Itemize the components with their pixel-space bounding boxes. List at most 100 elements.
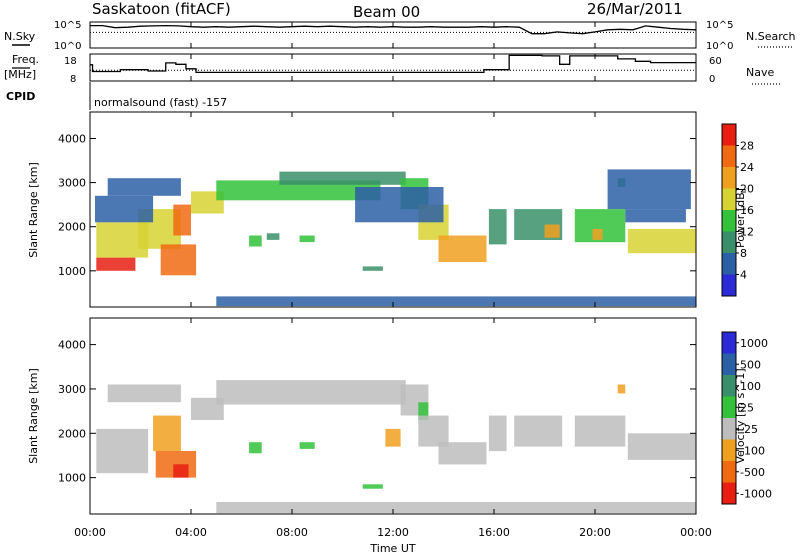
- velocity-echo-13: [299, 442, 315, 449]
- xtick-label-3: 12:00: [377, 526, 409, 539]
- colorbar-swatch-2: [722, 231, 736, 253]
- colorbar-label-4: -25: [740, 423, 758, 436]
- velocity-echo-10: [438, 442, 487, 465]
- colorbar-swatch-3: [722, 418, 736, 440]
- colorbar-label-1: 500: [740, 358, 761, 371]
- station-title: Saskatoon (fitACF): [92, 0, 231, 18]
- velocity-echo-0: [96, 428, 149, 474]
- power-echo-0: [96, 257, 136, 271]
- cpid-value: normalsound (fast) -157: [94, 96, 227, 109]
- colorbar-label-2: 12: [740, 226, 754, 239]
- cpid-label: CPID: [6, 90, 35, 103]
- colorbar-swatch-0: [722, 274, 736, 296]
- power-heatmap: [95, 169, 697, 307]
- velocity-echo-17: [574, 415, 626, 447]
- power-colorbar-label: Power [dB]: [734, 188, 747, 248]
- velocity-echo-18: [627, 433, 696, 460]
- colorbar-label-3: 16: [740, 204, 754, 217]
- colorbar-swatch-4: [722, 396, 736, 418]
- colorbar-label-2: 100: [740, 380, 761, 393]
- colorbar-label-6: -500: [740, 466, 765, 479]
- colorbar-swatch-7: [722, 332, 736, 354]
- colorbar-swatch-5: [722, 375, 736, 397]
- power-echo-14: [299, 235, 315, 243]
- power-echo-21: [627, 228, 696, 254]
- xtick-label-1: 04:00: [175, 526, 207, 539]
- colorbar-label-3: 25: [740, 401, 754, 414]
- xtick-label-6: 00:00: [680, 526, 712, 539]
- freq-unit-label: [MHz]: [4, 68, 36, 81]
- colorbar-swatch-6: [722, 353, 736, 375]
- velocity-echo-15: [488, 415, 507, 452]
- colorbar-swatch-4: [722, 188, 736, 210]
- ytick-label-1: 2000: [58, 221, 86, 234]
- power-colorbar: 4 8 12 16 20 24 28: [721, 123, 754, 297]
- colorbar-swatch-3: [722, 210, 736, 232]
- power-echo-13: [266, 233, 280, 240]
- ytick-label-3: 4000: [58, 132, 86, 145]
- xtick-label-0: 00:00: [74, 526, 106, 539]
- nsearch-top-tick: 10^5: [706, 20, 733, 31]
- colorbar-swatch-6: [722, 145, 736, 167]
- colorbar-label-0: 1000: [740, 337, 768, 350]
- power-echo-7: [216, 180, 381, 201]
- colorbar-swatch-7: [722, 124, 736, 146]
- velocity-echo-1: [107, 384, 181, 403]
- power-echo-20: [592, 228, 603, 240]
- nsky-label: N.Sky: [4, 30, 36, 43]
- colorbar-label-4: 20: [740, 183, 754, 196]
- power-echo-5: [107, 178, 181, 196]
- velocity-echo-14: [362, 484, 383, 489]
- velocity-colorbar: 1000 500 100 25 -25 -100 -500 -1000: [721, 331, 772, 505]
- ytick-label-1: 2000: [58, 427, 86, 440]
- colorbar-swatch-5: [722, 167, 736, 189]
- power-echo-25: [607, 169, 691, 210]
- velocity-yticks: 1000 2000 3000 4000: [58, 339, 696, 485]
- nsky-top-tick: 10^5: [54, 20, 81, 31]
- power-echo-24: [216, 296, 697, 307]
- power-echo-8: [279, 171, 406, 185]
- colorbar-label-5: -100: [740, 444, 765, 457]
- colorbar-label-5: 24: [740, 161, 754, 174]
- xtick-label-5: 20:00: [579, 526, 611, 539]
- power-echo-16: [488, 209, 507, 245]
- xtick-label-4: 16:00: [478, 526, 510, 539]
- ytick-label-2: 3000: [58, 177, 86, 190]
- beam-title: Beam 00: [353, 3, 420, 21]
- freq-line-0: [90, 54, 696, 74]
- nsearch-bottom-tick: 10^0: [706, 41, 733, 52]
- velocity-echo-11: [385, 428, 401, 447]
- velocity-echo-5: [191, 397, 224, 420]
- ytick-label-2: 3000: [58, 383, 86, 396]
- freq-label: Freq.: [12, 53, 39, 66]
- velocity-echo-12: [249, 442, 262, 454]
- colorbar-swatch-1: [722, 253, 736, 275]
- power-echo-3: [160, 244, 197, 276]
- power-echo-11: [438, 235, 487, 262]
- velocity-echo-3: [153, 415, 181, 452]
- power-echo-27: [95, 195, 154, 223]
- colorbar-label-6: 28: [740, 140, 754, 153]
- velocity-echo-16: [514, 415, 563, 447]
- xtick-label-2: 08:00: [276, 526, 308, 539]
- ytick-label-3: 4000: [58, 339, 86, 352]
- velocity-echo-19: [216, 502, 697, 514]
- velocity-echo-9: [418, 415, 449, 447]
- velocity-colorbar-label: Velocity [m s^-1]: [734, 368, 747, 463]
- velocity-echo-8: [418, 402, 429, 420]
- power-yticks: 1000 2000 3000 4000: [58, 132, 696, 278]
- nsearch-label: N.Search: [746, 30, 796, 43]
- date-title: 26/Mar/2011: [587, 0, 683, 18]
- colorbar-frame: [721, 331, 737, 505]
- power-ylabel: Slant Range [km]: [27, 162, 40, 258]
- freq-series: [90, 54, 696, 74]
- colorbar-label-0: 4: [740, 269, 747, 282]
- power-echo-15: [362, 266, 383, 271]
- velocity-ylabel: Slant Range [km]: [27, 368, 40, 464]
- freq-top-tick: 18: [64, 56, 77, 67]
- time-axis-label: Time UT: [369, 542, 415, 554]
- time-axis-ticks: 00:00 04:00 08:00 12:00 16:00 20:00 00:00: [74, 22, 712, 539]
- velocity-echo-20: [617, 384, 626, 394]
- freq-bottom-tick: 8: [70, 74, 76, 85]
